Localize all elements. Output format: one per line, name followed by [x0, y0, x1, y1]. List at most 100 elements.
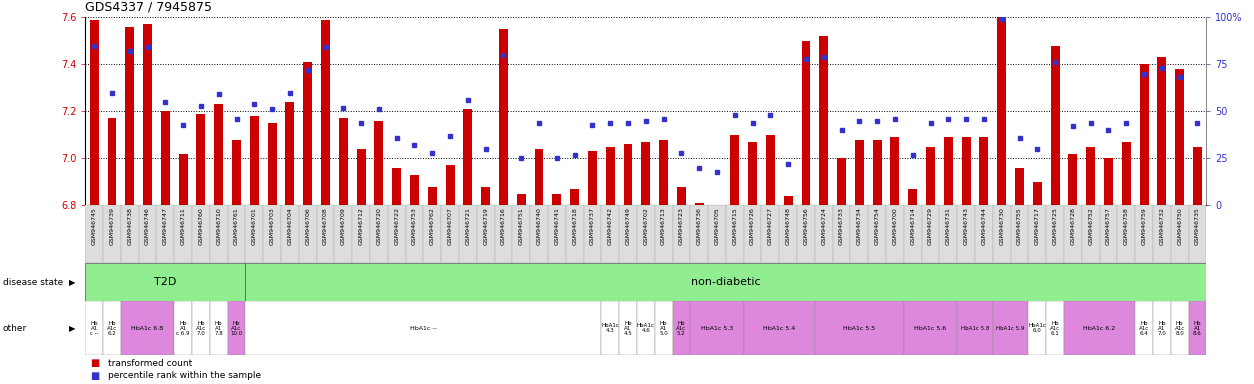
Text: GSM946703: GSM946703 — [270, 207, 275, 245]
Bar — [178, 154, 188, 205]
Bar — [120, 205, 139, 263]
Text: GSM946707: GSM946707 — [448, 207, 453, 245]
Text: GSM946750: GSM946750 — [1178, 207, 1183, 245]
Text: Hb
A1c
6.2: Hb A1c 6.2 — [107, 321, 117, 336]
Text: GSM946700: GSM946700 — [893, 207, 898, 245]
Bar — [232, 140, 241, 205]
Bar — [1014, 168, 1025, 205]
Text: Hb
A1c
8.0: Hb A1c 8.0 — [1175, 321, 1185, 336]
Text: Hb
A1c
6.4: Hb A1c 6.4 — [1139, 321, 1149, 336]
Bar — [1152, 301, 1171, 355]
Bar — [1104, 159, 1114, 205]
Text: HbA1c 6.8: HbA1c 6.8 — [132, 326, 163, 331]
Bar — [90, 20, 99, 205]
Bar — [1082, 205, 1100, 263]
Bar — [660, 140, 668, 205]
Text: disease state: disease state — [3, 278, 63, 287]
Text: GSM946760: GSM946760 — [198, 207, 203, 245]
Bar — [1175, 69, 1184, 205]
Text: GSM946710: GSM946710 — [216, 207, 221, 245]
Text: GSM946712: GSM946712 — [359, 207, 364, 245]
Bar — [356, 149, 366, 205]
Bar — [873, 140, 882, 205]
Text: GSM946740: GSM946740 — [537, 207, 542, 245]
Bar — [267, 123, 277, 205]
Text: GSM946734: GSM946734 — [856, 207, 861, 245]
Bar — [103, 205, 120, 263]
Bar — [855, 140, 864, 205]
Text: GSM946757: GSM946757 — [1106, 207, 1111, 245]
Bar — [209, 205, 228, 263]
Text: GSM946756: GSM946756 — [804, 207, 809, 245]
Bar — [209, 301, 228, 355]
Text: GSM946744: GSM946744 — [982, 207, 987, 245]
Bar — [908, 189, 917, 205]
Text: GSM946730: GSM946730 — [999, 207, 1004, 245]
Bar — [925, 147, 935, 205]
Bar — [405, 205, 424, 263]
Bar — [375, 121, 384, 205]
Text: Hb
A1c
10.0: Hb A1c 10.0 — [231, 321, 243, 336]
Bar — [263, 205, 281, 263]
Bar — [749, 142, 757, 205]
Bar — [339, 118, 347, 205]
Text: GDS4337 / 7945875: GDS4337 / 7945875 — [85, 0, 212, 13]
Bar — [655, 205, 672, 263]
Text: GSM946732: GSM946732 — [1160, 207, 1165, 245]
Bar — [1028, 205, 1046, 263]
Bar — [286, 102, 295, 205]
Text: GSM946754: GSM946754 — [874, 207, 879, 245]
Text: GSM946747: GSM946747 — [163, 207, 168, 245]
Bar — [623, 144, 632, 205]
Text: GSM946743: GSM946743 — [963, 207, 968, 245]
Text: HbA1c 5.5: HbA1c 5.5 — [843, 326, 875, 331]
Text: GSM946737: GSM946737 — [589, 207, 594, 245]
Bar — [672, 205, 690, 263]
Text: GSM946723: GSM946723 — [678, 207, 683, 245]
Text: other: other — [3, 324, 26, 333]
Bar — [766, 135, 775, 205]
Bar — [798, 205, 815, 263]
Text: T2D: T2D — [154, 277, 177, 287]
Text: non-diabetic: non-diabetic — [691, 277, 761, 287]
Bar — [619, 205, 637, 263]
Bar — [997, 17, 1006, 205]
Bar — [464, 109, 473, 205]
Bar — [761, 205, 779, 263]
Text: Hb
A1
7.0: Hb A1 7.0 — [1157, 321, 1166, 336]
Bar — [494, 205, 513, 263]
Bar — [801, 41, 810, 205]
Bar — [744, 205, 761, 263]
Text: GSM946742: GSM946742 — [608, 207, 613, 245]
Text: transformed count: transformed count — [108, 359, 192, 368]
Text: GSM946748: GSM946748 — [786, 207, 791, 245]
Bar — [850, 205, 868, 263]
Bar — [695, 203, 703, 205]
Bar — [517, 194, 525, 205]
Bar — [1063, 301, 1135, 355]
Text: GSM946762: GSM946762 — [430, 207, 435, 245]
Bar — [709, 205, 726, 263]
Bar — [125, 27, 134, 205]
Bar — [602, 205, 619, 263]
Bar — [619, 301, 637, 355]
Text: GSM946726: GSM946726 — [750, 207, 755, 245]
Bar — [922, 205, 939, 263]
Text: GSM946719: GSM946719 — [483, 207, 488, 245]
Bar — [393, 168, 401, 205]
Bar — [890, 137, 899, 205]
Bar — [120, 301, 174, 355]
Text: HbA1c 5.9: HbA1c 5.9 — [997, 326, 1025, 331]
Bar — [784, 196, 793, 205]
Bar — [904, 301, 957, 355]
Bar — [1086, 147, 1095, 205]
Bar — [214, 104, 223, 205]
Text: GSM946741: GSM946741 — [554, 207, 559, 245]
Text: Hb
A1c
5.2: Hb A1c 5.2 — [676, 321, 686, 336]
Bar — [553, 194, 562, 205]
Text: HbA1c --: HbA1c -- — [410, 326, 436, 331]
Text: HbA1c 5.8: HbA1c 5.8 — [961, 326, 989, 331]
Bar — [228, 301, 246, 355]
Text: GSM946729: GSM946729 — [928, 207, 933, 245]
Text: HbA1c
4.3: HbA1c 4.3 — [601, 323, 619, 333]
